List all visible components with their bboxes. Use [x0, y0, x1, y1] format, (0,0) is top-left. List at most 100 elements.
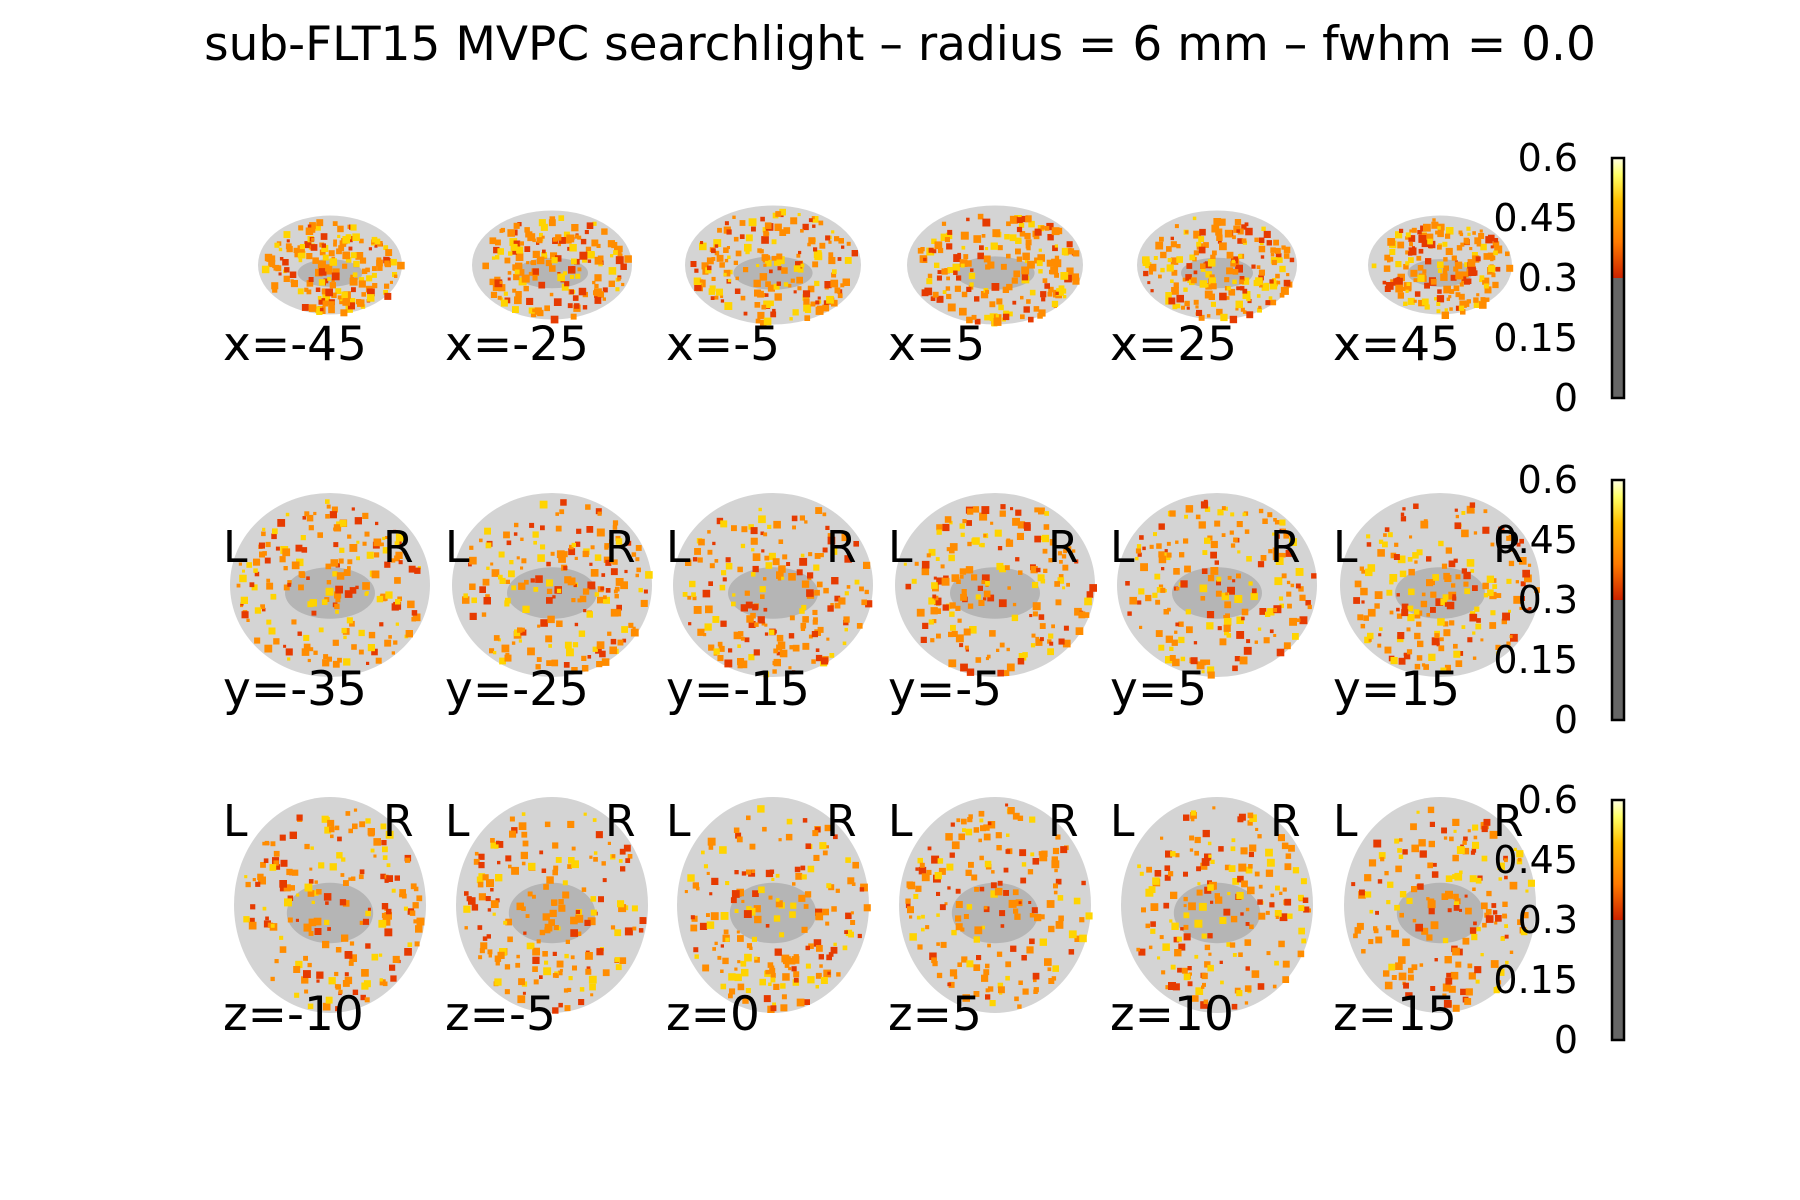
- activation-voxel: [1016, 256, 1022, 262]
- activation-voxel: [1207, 575, 1215, 582]
- activation-voxel: [523, 285, 529, 292]
- activation-voxel: [1018, 239, 1022, 244]
- activation-voxel: [345, 811, 351, 816]
- activation-voxel: [412, 902, 419, 909]
- activation-voxel: [1251, 588, 1257, 594]
- activation-voxel: [771, 239, 777, 245]
- activation-voxel: [921, 560, 930, 569]
- activation-voxel: [318, 298, 326, 305]
- activation-voxel: [1054, 244, 1058, 248]
- activation-voxel: [959, 307, 967, 316]
- activation-voxel: [1183, 896, 1188, 902]
- activation-voxel: [329, 258, 337, 266]
- activation-voxel: [1461, 568, 1467, 574]
- activation-voxel: [1384, 254, 1391, 261]
- activation-voxel: [1384, 286, 1391, 292]
- activation-voxel: [587, 917, 596, 926]
- activation-voxel: [1395, 231, 1403, 239]
- activation-voxel: [521, 274, 530, 283]
- activation-voxel: [1386, 589, 1393, 596]
- activation-voxel: [372, 283, 378, 289]
- activation-voxel: [1486, 890, 1492, 897]
- activation-voxel: [1198, 246, 1206, 254]
- activation-voxel: [1273, 518, 1277, 522]
- activation-voxel: [1041, 850, 1048, 857]
- activation-voxel: [1259, 241, 1264, 246]
- activation-voxel: [773, 629, 777, 634]
- activation-voxel: [857, 933, 862, 939]
- slice-coordinate-label: y=-25: [445, 662, 589, 717]
- activation-voxel: [332, 221, 338, 226]
- activation-voxel: [1212, 806, 1216, 810]
- activation-voxel: [964, 645, 969, 650]
- activation-voxel: [1442, 993, 1447, 998]
- activation-voxel: [556, 588, 562, 593]
- activation-voxel: [1412, 246, 1415, 250]
- activation-voxel: [714, 250, 720, 256]
- activation-voxel: [340, 309, 348, 317]
- activation-voxel: [1028, 220, 1035, 228]
- activation-voxel: [1216, 576, 1222, 582]
- activation-voxel: [932, 291, 939, 298]
- activation-voxel: [1012, 812, 1020, 820]
- activation-voxel: [961, 589, 967, 595]
- activation-voxel: [564, 281, 570, 287]
- activation-voxel: [1194, 836, 1201, 844]
- activation-voxel: [530, 261, 534, 265]
- activation-voxel: [752, 553, 761, 561]
- activation-voxel: [1269, 629, 1274, 634]
- activation-voxel: [909, 933, 917, 941]
- activation-voxel: [1456, 846, 1465, 854]
- activation-voxel: [749, 843, 756, 850]
- activation-voxel: [596, 641, 605, 649]
- activation-voxel: [1184, 300, 1190, 307]
- activation-voxel: [279, 556, 286, 563]
- activation-voxel: [971, 538, 977, 544]
- activation-voxel: [567, 303, 573, 309]
- activation-voxel: [1459, 908, 1462, 912]
- activation-voxel: [937, 858, 944, 864]
- activation-voxel: [802, 616, 809, 623]
- activation-voxel: [803, 303, 811, 312]
- activation-voxel: [379, 978, 383, 982]
- activation-voxel: [746, 815, 751, 821]
- activation-voxel: [1429, 821, 1435, 827]
- activation-voxel: [789, 317, 793, 321]
- activation-voxel: [712, 947, 716, 951]
- activation-voxel: [758, 515, 766, 524]
- activation-voxel: [295, 544, 303, 552]
- colorbar-gradient: [1610, 478, 1626, 722]
- activation-voxel: [915, 867, 919, 871]
- activation-voxel: [1471, 266, 1476, 271]
- activation-voxel: [1239, 279, 1244, 285]
- activation-voxel: [1280, 286, 1289, 295]
- activation-voxel: [1196, 661, 1205, 670]
- activation-voxel: [1479, 275, 1485, 281]
- activation-voxel: [574, 622, 579, 627]
- activation-voxel: [1464, 262, 1470, 268]
- activation-voxel: [547, 615, 555, 624]
- activation-voxel: [551, 659, 559, 667]
- activation-voxel: [764, 293, 769, 297]
- activation-voxel: [518, 822, 527, 830]
- activation-voxel: [298, 225, 304, 231]
- activation-voxel: [1472, 585, 1478, 591]
- activation-voxel: [1413, 299, 1417, 303]
- activation-voxel: [517, 627, 523, 633]
- activation-voxel: [936, 633, 941, 639]
- activation-voxel: [1407, 974, 1414, 981]
- activation-voxel: [1135, 556, 1139, 561]
- activation-voxel: [1417, 883, 1424, 890]
- activation-voxel: [708, 581, 713, 586]
- colorbar-tick-label: 0.6: [1518, 778, 1578, 822]
- activation-voxel: [570, 916, 578, 925]
- activation-voxel: [497, 951, 505, 959]
- activation-voxel: [325, 996, 333, 1004]
- activation-voxel: [1187, 981, 1193, 987]
- activation-voxel: [262, 607, 266, 612]
- activation-voxel: [364, 997, 370, 1003]
- activation-voxel: [499, 229, 504, 233]
- activation-voxel: [827, 536, 836, 545]
- activation-voxel: [1202, 550, 1208, 555]
- activation-voxel: [928, 597, 936, 605]
